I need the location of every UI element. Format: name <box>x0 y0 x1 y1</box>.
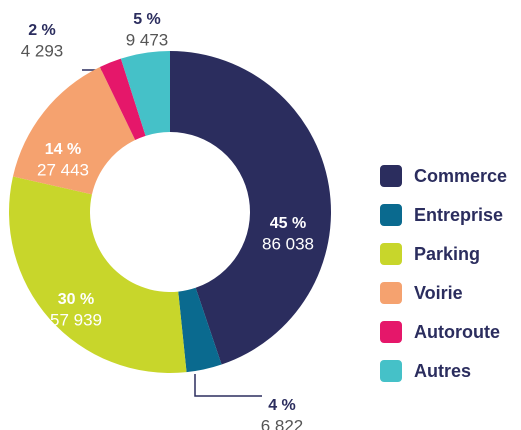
legend-swatch <box>380 165 402 187</box>
legend-swatch <box>380 360 402 382</box>
value-label: 9 473 <box>126 30 169 49</box>
percent-label: 45 % <box>270 215 306 232</box>
legend-swatch <box>380 204 402 226</box>
percent-label: 4 % <box>268 397 296 414</box>
value-label: 4 293 <box>21 41 64 60</box>
value-label: 27 443 <box>37 160 89 179</box>
percent-label: 30 % <box>58 291 94 308</box>
slice <box>170 51 332 365</box>
percent-label: 14 % <box>45 141 81 158</box>
legend-label: Parking <box>414 244 480 264</box>
value-label: 57 939 <box>50 310 102 329</box>
slice <box>99 58 146 140</box>
value-label: 86 038 <box>262 234 314 253</box>
slice <box>178 287 222 373</box>
legend-label: Commerce <box>414 166 507 186</box>
value-label: 6 822 <box>261 416 304 430</box>
legend-swatch <box>380 321 402 343</box>
percent-label: 5 % <box>133 11 161 28</box>
slice <box>8 176 187 374</box>
leader-line <box>194 374 262 397</box>
legend-swatch <box>380 282 402 304</box>
legend-label: Voirie <box>414 283 463 303</box>
slice <box>120 51 170 136</box>
legend-label: Entreprise <box>414 205 503 225</box>
slice <box>12 67 136 195</box>
percent-label: 2 % <box>28 22 56 39</box>
legend-swatch <box>380 243 402 265</box>
legend-label: Autres <box>414 361 471 381</box>
legend-label: Autoroute <box>414 322 500 342</box>
